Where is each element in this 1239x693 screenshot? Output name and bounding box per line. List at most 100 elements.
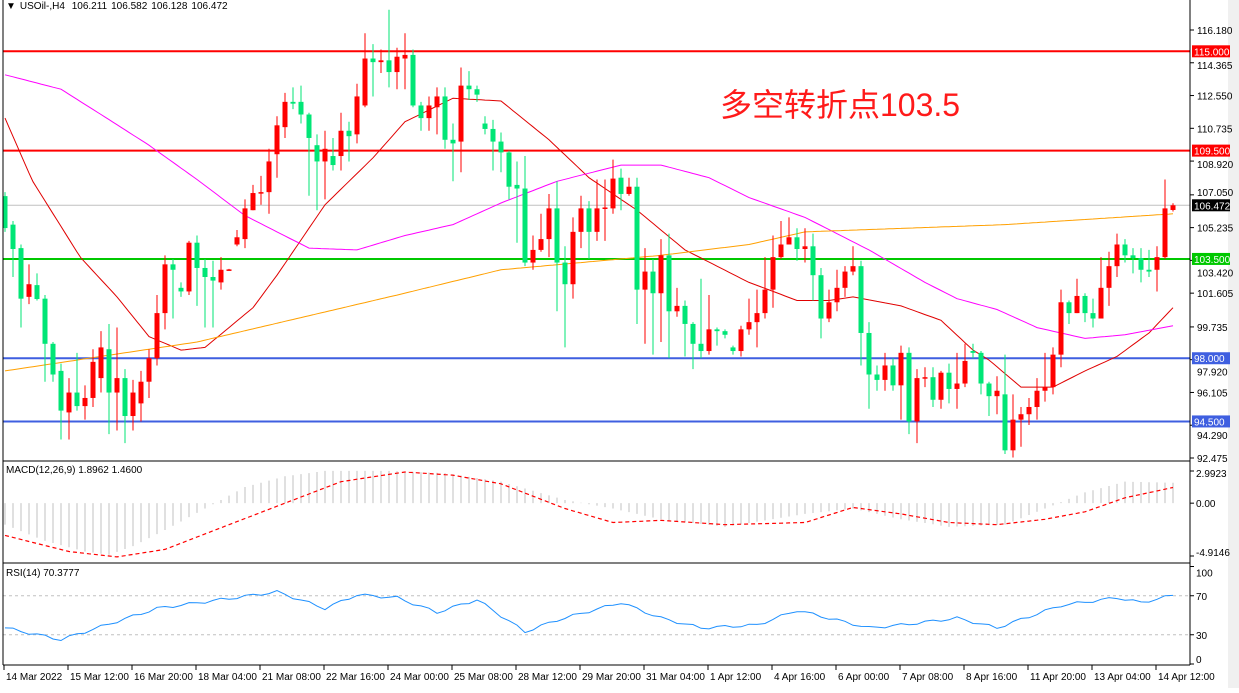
candle-body: [714, 329, 720, 332]
candle-body: [986, 383, 992, 397]
price-tick-label: 92.475: [1197, 454, 1228, 465]
candle-body: [194, 242, 200, 268]
candle-body: [170, 264, 176, 270]
price-tick-label: 103.420: [1197, 268, 1234, 279]
ma-mid-line: [4, 74, 1174, 339]
candle-body: [1066, 302, 1072, 314]
candle-body: [58, 370, 64, 411]
candle-body: [298, 101, 304, 115]
candle-body: [866, 332, 872, 375]
candle-body: [1018, 414, 1024, 420]
time-tick-label: 8 Apr 16:00: [966, 672, 1018, 683]
scrollbar: [1228, 0, 1239, 688]
level-badge: [1192, 252, 1230, 265]
candle-body: [770, 257, 776, 290]
macd-tick-label: 0.00: [1196, 499, 1216, 510]
time-tick-label: 1 Apr 12:00: [710, 672, 762, 683]
candle-body: [1098, 287, 1104, 319]
candle-body: [962, 360, 968, 384]
candle-body: [930, 377, 936, 400]
candle-body: [850, 266, 856, 272]
time-tick-label: 13 Apr 04:00: [1094, 672, 1151, 683]
candle-body: [666, 255, 672, 312]
candle-body: [938, 372, 944, 400]
candle-body: [1114, 244, 1120, 267]
candle-body: [826, 302, 832, 319]
candle-body: [218, 269, 224, 283]
candle-body: [98, 347, 104, 379]
current-price-label: 106.472: [1194, 201, 1231, 212]
candle-body: [362, 58, 368, 106]
level-badge: [1192, 45, 1230, 58]
candle-body: [530, 249, 536, 263]
triangle-down-icon[interactable]: ▼: [6, 1, 16, 12]
candle-body: [162, 264, 168, 314]
ma-fast-line: [4, 97, 1174, 388]
candle-body: [426, 105, 432, 119]
level-badge: [1192, 144, 1230, 157]
candle-body: [322, 148, 328, 162]
time-tick-label: 7 Apr 08:00: [902, 672, 954, 683]
candle-body: [138, 381, 144, 404]
candle-body: [330, 156, 336, 166]
candle-body: [234, 237, 240, 245]
candle-body: [746, 322, 752, 330]
candle-body: [618, 177, 624, 194]
time-tick-label: 21 Mar 08:00: [262, 672, 321, 683]
candle-body: [706, 329, 712, 352]
candle-body: [882, 365, 888, 380]
candle-body: [698, 343, 704, 352]
candle-body: [994, 390, 1000, 397]
candle-body: [1074, 295, 1080, 314]
candle-body: [242, 208, 248, 240]
candle-body: [538, 239, 544, 250]
candle-body: [506, 152, 512, 187]
candle-body: [1130, 255, 1136, 259]
candle-body: [586, 208, 592, 232]
candle-body: [306, 114, 312, 138]
rsi-tick-label: 100: [1196, 569, 1213, 580]
candle-body: [578, 208, 584, 232]
candle-body: [842, 271, 848, 288]
candle-body: [1170, 205, 1176, 210]
candle-body: [818, 275, 824, 319]
candle-body: [834, 287, 840, 303]
price-tick-label: 96.105: [1197, 388, 1228, 399]
rsi-tick-label: 70: [1196, 592, 1208, 603]
candle-body: [1026, 406, 1032, 415]
symbol-name: USOil-,H4: [19, 1, 65, 12]
close-value: 106.472: [191, 1, 228, 12]
candle-body: [754, 313, 760, 323]
candle-body: [610, 178, 616, 209]
candle-body: [890, 365, 896, 386]
candle-body: [130, 392, 136, 417]
price-tick-label: 99.735: [1197, 323, 1228, 334]
candle-body: [522, 188, 528, 263]
candle-body: [418, 105, 424, 119]
time-tick-label: 4 Apr 16:00: [774, 672, 826, 683]
candle-body: [434, 96, 440, 108]
price-tick-label: 116.180: [1197, 26, 1233, 37]
candle-body: [1138, 258, 1144, 270]
candle-body: [82, 397, 88, 407]
candle-body: [314, 145, 320, 162]
candle-body: [634, 186, 640, 290]
price-tick-label: 105.235: [1197, 224, 1234, 235]
candle-body: [106, 349, 112, 393]
rsi-tick-label: 0: [1196, 655, 1202, 666]
candle-body: [922, 377, 928, 379]
candle-body: [154, 313, 160, 359]
price-tick-label: 107.050: [1197, 188, 1234, 199]
candle-body: [1106, 266, 1112, 288]
time-tick-label: 14 Apr 12:00: [1158, 672, 1215, 683]
candle-body: [18, 248, 24, 299]
candle-body: [946, 372, 952, 389]
time-tick-label: 28 Mar 12:00: [518, 672, 577, 683]
candle-body: [778, 244, 784, 258]
candle-body: [970, 351, 976, 353]
candle-body: [786, 237, 792, 245]
candle-body: [122, 378, 128, 417]
candle-body: [74, 392, 80, 407]
candle-body: [546, 208, 552, 240]
